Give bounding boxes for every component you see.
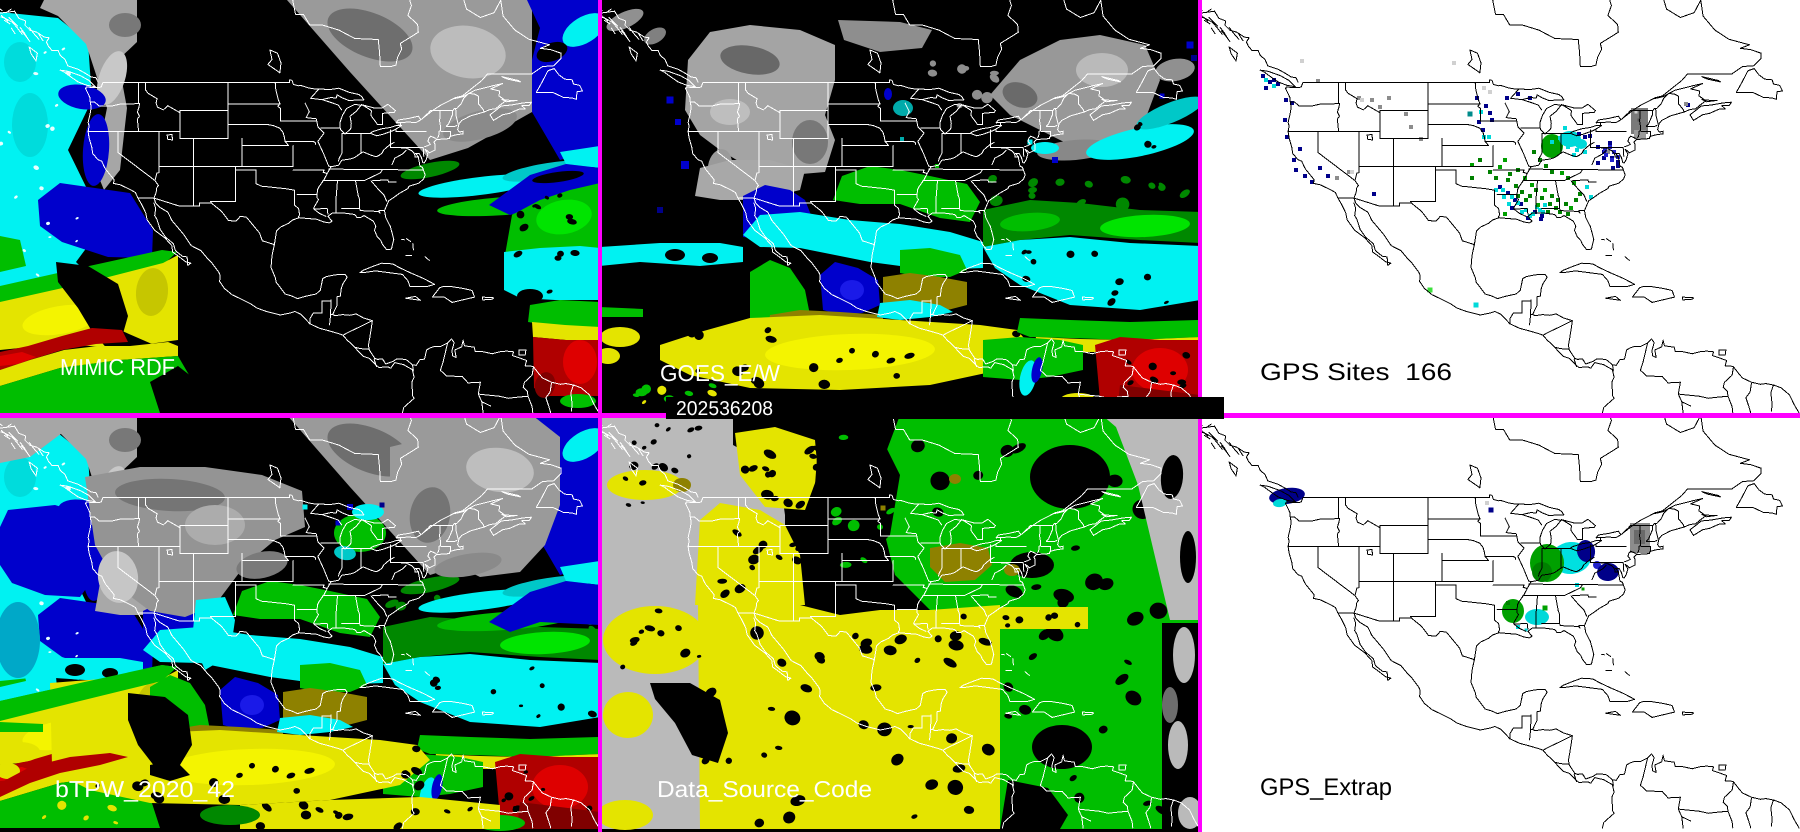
svg-text:MIMIC RDF: MIMIC RDF: [60, 354, 175, 380]
svg-text:Data_Source_Code: Data_Source_Code: [657, 776, 872, 802]
svg-text:202536208: 202536208: [676, 398, 773, 420]
svg-text:GPS_Extrap: GPS_Extrap: [1260, 774, 1392, 801]
svg-text:GOES_E/W: GOES_E/W: [660, 360, 780, 386]
svg-text:GPS Sites 166: GPS Sites 166: [1260, 359, 1452, 386]
svg-text:bTPW_2020_42: bTPW_2020_42: [55, 776, 235, 802]
